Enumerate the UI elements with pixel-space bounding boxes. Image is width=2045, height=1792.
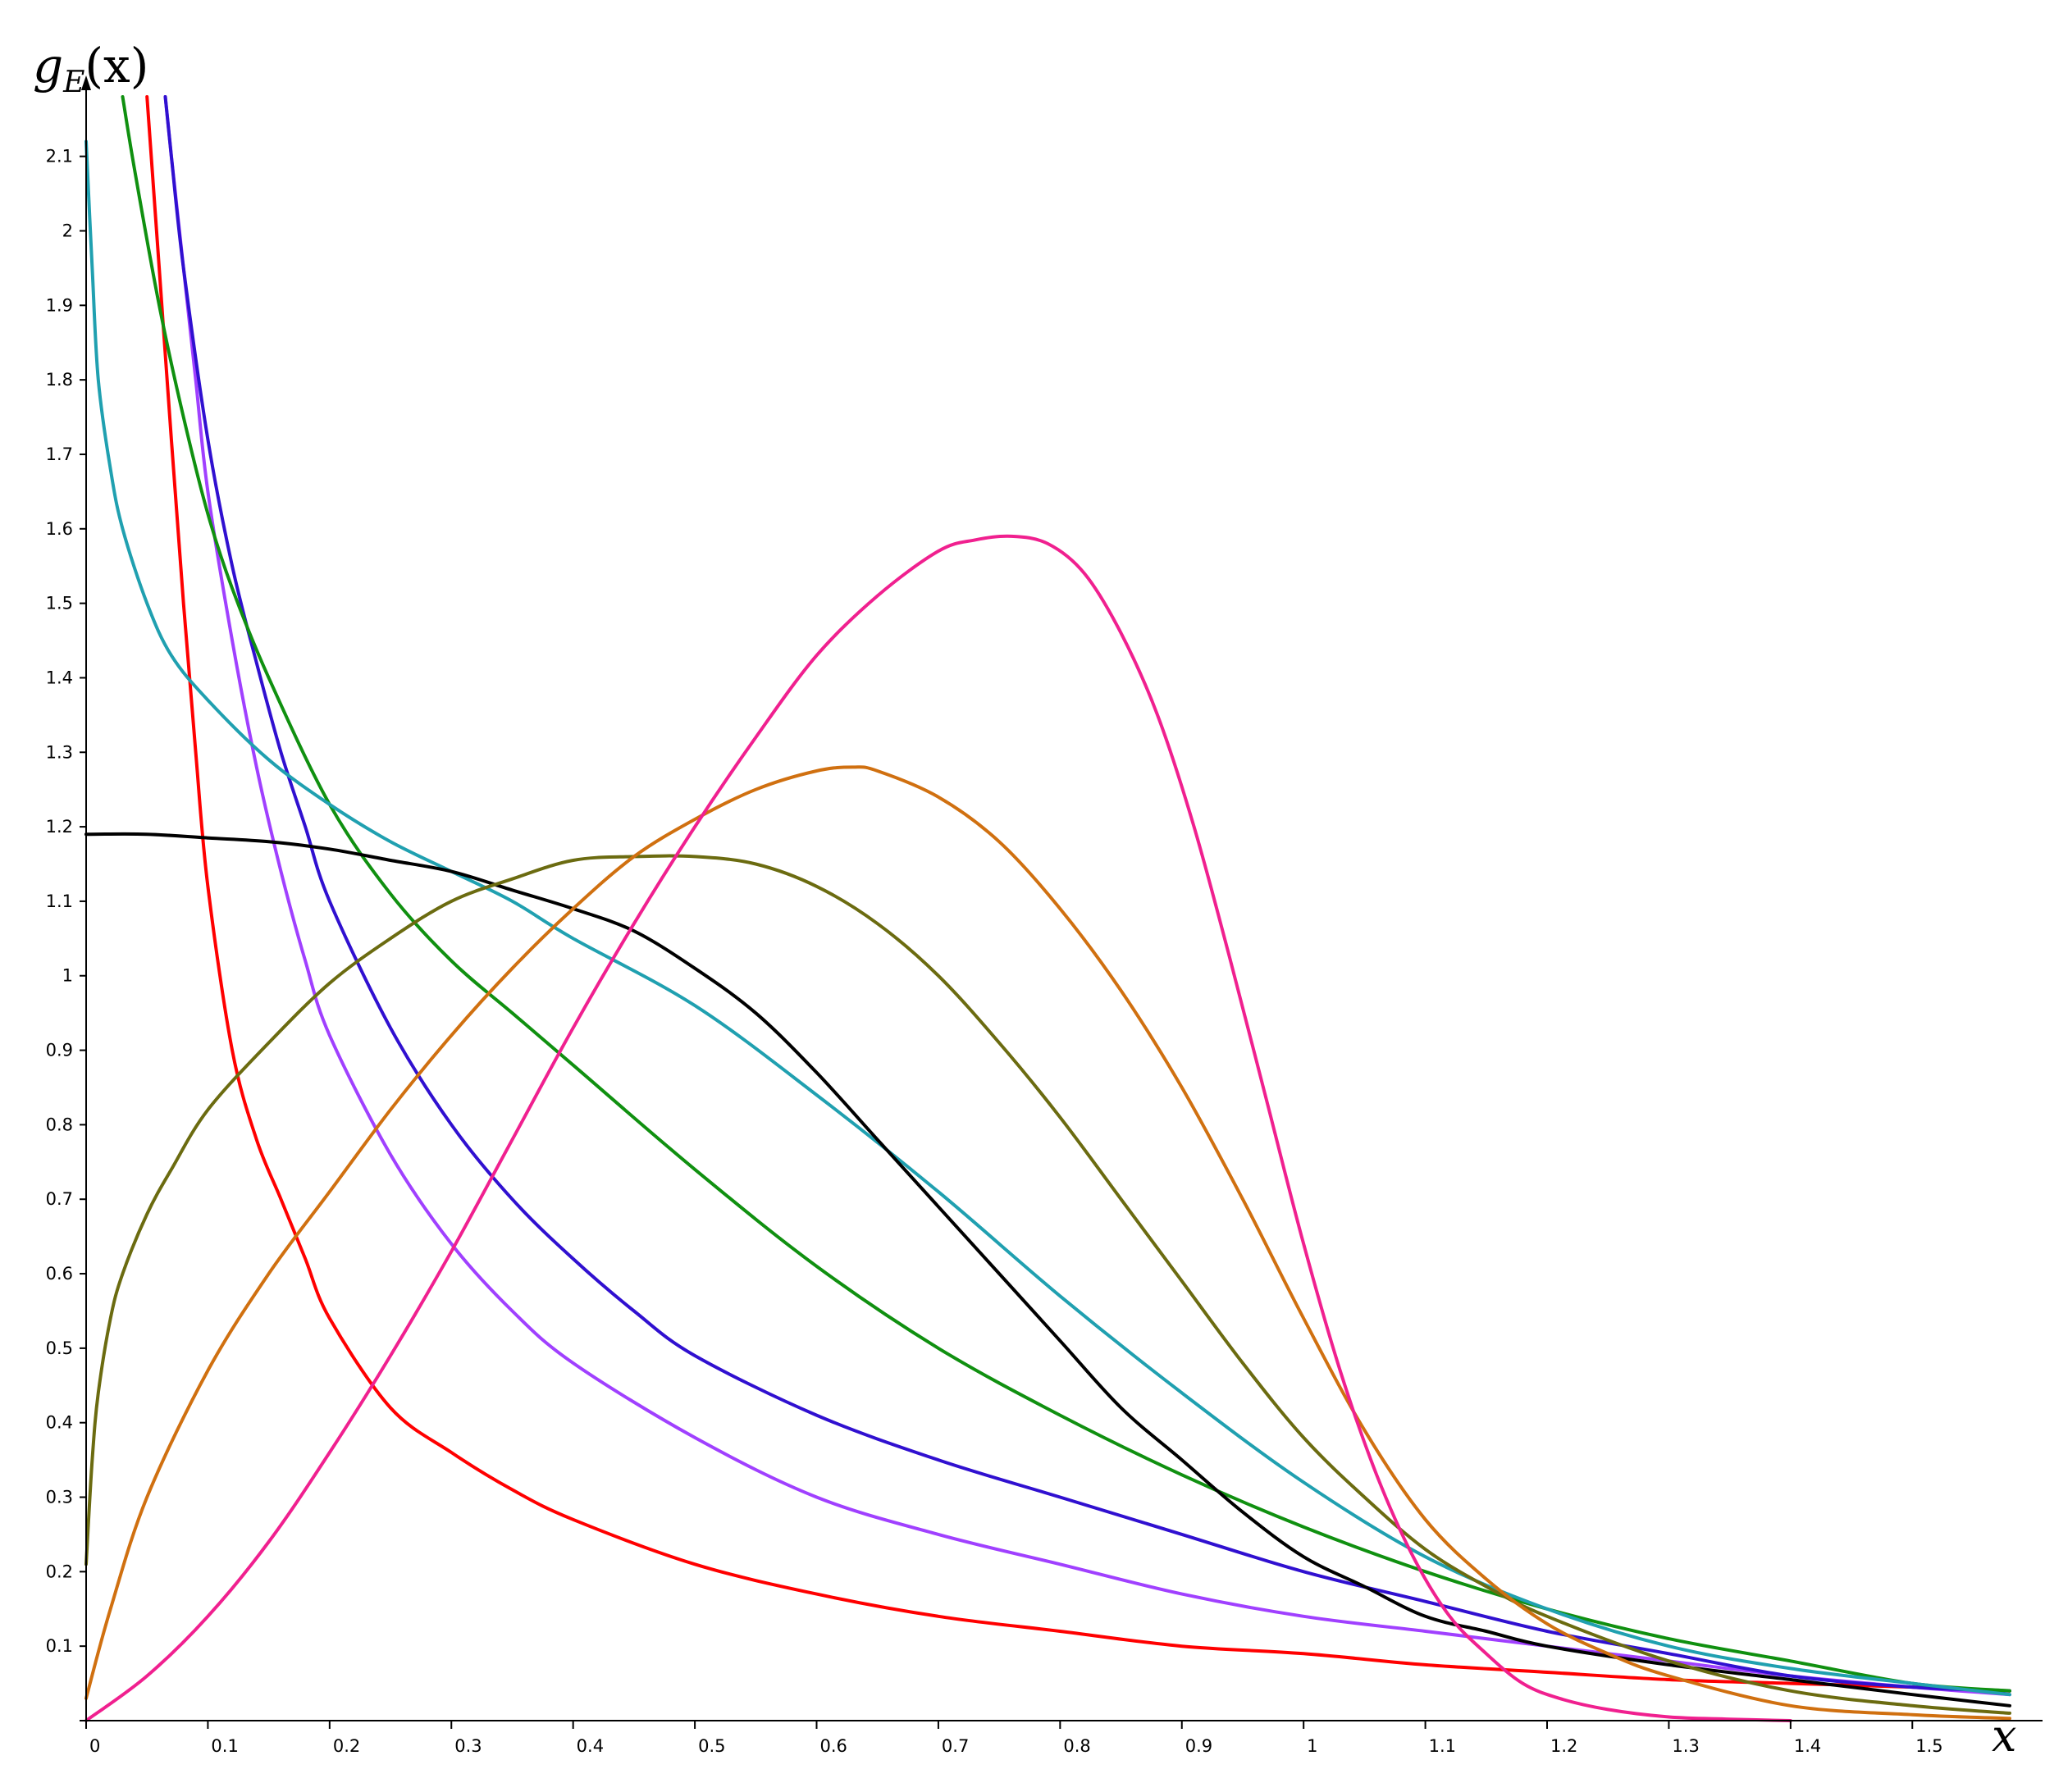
series-line-9 [84, 534, 1792, 1722]
x-tick-label: 0.7 [942, 1736, 969, 1756]
series-line-2 [163, 95, 2011, 1697]
series-line-7 [84, 854, 2011, 1715]
y-tick-label: 1.4 [46, 668, 73, 687]
series-line-4 [121, 95, 2011, 1693]
y-axis-label: gE(x) [33, 38, 148, 99]
x-tick-label: 1.4 [1794, 1736, 1821, 1756]
y-axis-label-base: g [33, 38, 63, 93]
y-tick-label: 0.7 [46, 1189, 73, 1209]
y-tick-label: 0.6 [46, 1264, 73, 1284]
y-tick-label: 0.1 [46, 1636, 73, 1656]
y-tick-label: 0.3 [46, 1488, 73, 1507]
x-tick-label: 0.5 [698, 1736, 725, 1756]
y-tick-label: 1.5 [46, 594, 73, 613]
y-tick-label: 1.7 [46, 445, 73, 464]
y-tick-label: 0.9 [46, 1041, 73, 1060]
y-tick-label: 0.2 [46, 1562, 73, 1581]
x-tick-label: 0 [89, 1736, 100, 1756]
y-tick-label: 1.1 [46, 891, 73, 911]
series-line-3 [163, 95, 2011, 1693]
x-tick-label: 0.9 [1185, 1736, 1212, 1756]
y-tick-label: 2.1 [46, 147, 73, 166]
ticks-group: 0 0.1 0.2 0.3 0.4 0.5 0.6 0.7 0.8 0.9 1 1.1 1.2 1.3 1.… [46, 147, 1943, 1756]
y-tick-label: 1.3 [46, 742, 73, 762]
y-axis-arrow-icon [81, 75, 91, 90]
y-axis-label-arg: (x) [84, 38, 148, 93]
y-tick-label: 0.4 [46, 1413, 73, 1433]
y-tick-label: 0.5 [46, 1338, 73, 1358]
y-tick-label: 1.2 [46, 817, 73, 837]
x-tick-label: 0.3 [454, 1736, 482, 1756]
x-tick-label: 1 [1307, 1736, 1317, 1756]
axes-group [80, 75, 2043, 1727]
x-tick-label: 0.6 [820, 1736, 847, 1756]
x-tick-label: 1.5 [1915, 1736, 1942, 1756]
x-tick-label: 0.4 [577, 1736, 604, 1756]
curves-group [84, 95, 2011, 1722]
series-line-8 [84, 765, 2011, 1721]
x-axis-label: x [1992, 1710, 2016, 1762]
y-tick-label: 1.9 [46, 295, 73, 315]
y-tick-label: 0.8 [46, 1115, 73, 1134]
x-tick-label: 0.2 [333, 1736, 360, 1756]
x-tick-label: 1.1 [1429, 1736, 1456, 1756]
y-axis-label-sub: E [62, 66, 84, 99]
y-tick-label: 1.8 [46, 370, 73, 390]
x-tick-label: 1.3 [1672, 1736, 1699, 1756]
y-tick-label: 1.6 [46, 519, 73, 539]
x-tick-label: 0.1 [211, 1736, 238, 1756]
y-tick-label: 2 [62, 221, 73, 240]
x-tick-label: 0.8 [1063, 1736, 1090, 1756]
y-tick-label: 1 [62, 966, 73, 986]
series-line-1 [145, 95, 2011, 1693]
series-line-6 [84, 832, 2011, 1708]
x-tick-label: 1.2 [1550, 1736, 1577, 1756]
series-line-5 [84, 139, 2011, 1697]
